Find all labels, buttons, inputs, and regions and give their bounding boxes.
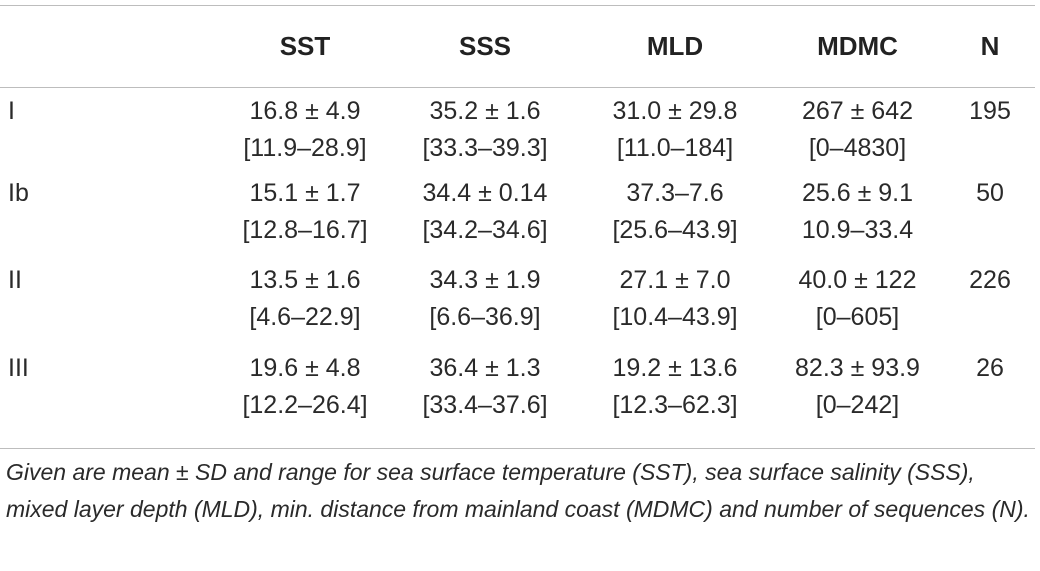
- mdmc-range: 10.9–33.4: [801, 215, 914, 244]
- mdmc-mean-sd: 267 ± 642: [801, 97, 914, 125]
- row-label: I: [8, 97, 15, 125]
- sss-range: [33.4–37.6]: [422, 390, 548, 419]
- mld-cell: 31.0 ± 29.8 [11.0–184]: [580, 87, 770, 175]
- n-cell: 50: [976, 178, 1004, 207]
- mdmc-range: [0–605]: [815, 303, 900, 331]
- row-label: II: [8, 266, 22, 294]
- sst-range: [4.6–22.9]: [249, 303, 361, 331]
- mdmc-range: [0–4830]: [808, 134, 907, 162]
- sss-range: [34.2–34.6]: [422, 215, 548, 244]
- row-label: Ib: [8, 178, 29, 207]
- table-row: II 13.5 ± 1.6 [4.6–22.9] 34.3 ± 1.9 [6.6…: [0, 262, 1035, 350]
- sst-range: [12.8–16.7]: [242, 215, 368, 244]
- table-row: I 16.8 ± 4.9 [11.9–28.9] 35.2 ± 1.6 [33.…: [0, 87, 1035, 175]
- sss-mean-sd: 35.2 ± 1.6: [429, 97, 541, 125]
- sss-range: [33.3–39.3]: [422, 134, 548, 162]
- sss-cell: 34.4 ± 0.14 [34.2–34.6]: [390, 175, 580, 263]
- sss-cell: 35.2 ± 1.6 [33.3–39.3]: [390, 87, 580, 175]
- sst-mean-sd: 16.8 ± 4.9: [249, 97, 361, 125]
- row-label: III: [8, 353, 29, 382]
- header-cell-n: N: [980, 31, 1000, 61]
- sst-mean-sd: 13.5 ± 1.6: [249, 266, 361, 294]
- sst-cell: 16.8 ± 4.9 [11.9–28.9]: [150, 87, 390, 175]
- table-row: Ib 15.1 ± 1.7 [12.8–16.7] 34.4 ± 0.14 [3…: [0, 175, 1035, 263]
- header-bottom-rule: [0, 87, 1035, 88]
- table-row: III 19.6 ± 4.8 [12.2–26.4] 36.4 ± 1.3 [3…: [0, 350, 1035, 438]
- mld-range: [11.0–184]: [616, 134, 734, 162]
- mld-range: [25.6–43.9]: [612, 215, 738, 244]
- mdmc-cell: 25.6 ± 9.1 10.9–33.4: [770, 175, 945, 263]
- sss-cell: 34.3 ± 1.9 [6.6–36.9]: [390, 262, 580, 350]
- sst-cell: 15.1 ± 1.7 [12.8–16.7]: [150, 175, 390, 263]
- sss-mean-sd: 34.3 ± 1.9: [429, 266, 541, 294]
- sss-mean-sd: 36.4 ± 1.3: [429, 353, 541, 382]
- mld-mean-sd: 31.0 ± 29.8: [612, 97, 738, 125]
- sss-cell: 36.4 ± 1.3 [33.4–37.6]: [390, 350, 580, 438]
- header-cell-mdmc: MDMC: [817, 31, 898, 61]
- sst-mean-sd: 15.1 ± 1.7: [249, 178, 361, 207]
- sst-cell: 13.5 ± 1.6 [4.6–22.9]: [150, 262, 390, 350]
- n-cell: 195: [969, 97, 1011, 125]
- sst-range: [12.2–26.4]: [242, 390, 368, 419]
- sss-range: [6.6–36.9]: [429, 303, 541, 331]
- sss-mean-sd: 34.4 ± 0.14: [422, 178, 548, 207]
- mdmc-cell: 267 ± 642 [0–4830]: [770, 87, 945, 175]
- mld-mean-sd: 27.1 ± 7.0: [619, 266, 731, 294]
- header-cell-mld: MLD: [646, 31, 704, 61]
- mld-cell: 27.1 ± 7.0 [10.4–43.9]: [580, 262, 770, 350]
- n-cell: 226: [969, 266, 1011, 294]
- header-row: SST SSS MLD MDMC N: [0, 6, 1035, 87]
- sst-range: [11.9–28.9]: [243, 134, 367, 162]
- header-cell-sss: SSS: [458, 31, 512, 61]
- mld-mean-sd: 19.2 ± 13.6: [612, 353, 738, 382]
- mdmc-cell: 40.0 ± 122 [0–605]: [770, 262, 945, 350]
- sst-cell: 19.6 ± 4.8 [12.2–26.4]: [150, 350, 390, 438]
- mld-range: [12.3–62.3]: [612, 390, 738, 419]
- table-bottom-rule: [0, 448, 1035, 449]
- mdmc-mean-sd: 40.0 ± 122: [798, 266, 917, 294]
- n-cell: 26: [976, 353, 1004, 382]
- data-table: SST SSS MLD MDMC N I 16.8 ± 4.9 [11.9–28…: [0, 6, 1035, 437]
- mdmc-cell: 82.3 ± 93.9 [0–242]: [770, 350, 945, 438]
- mdmc-mean-sd: 25.6 ± 9.1: [801, 178, 914, 207]
- sst-mean-sd: 19.6 ± 4.8: [249, 353, 361, 382]
- mdmc-range: [0–242]: [815, 390, 900, 419]
- table-caption: Given are mean ± SD and range for sea su…: [6, 459, 1030, 522]
- header-cell-sst: SST: [279, 31, 331, 61]
- header-cell-label: [0, 6, 150, 87]
- mld-range: [10.4–43.9]: [612, 303, 738, 331]
- mdmc-mean-sd: 82.3 ± 93.9: [795, 353, 920, 382]
- table-top-rule: [0, 5, 1035, 6]
- mld-cell: 37.3–7.6 [25.6–43.9]: [580, 175, 770, 263]
- mld-cell: 19.2 ± 13.6 [12.3–62.3]: [580, 350, 770, 438]
- mld-mean-sd: 37.3–7.6: [626, 178, 724, 207]
